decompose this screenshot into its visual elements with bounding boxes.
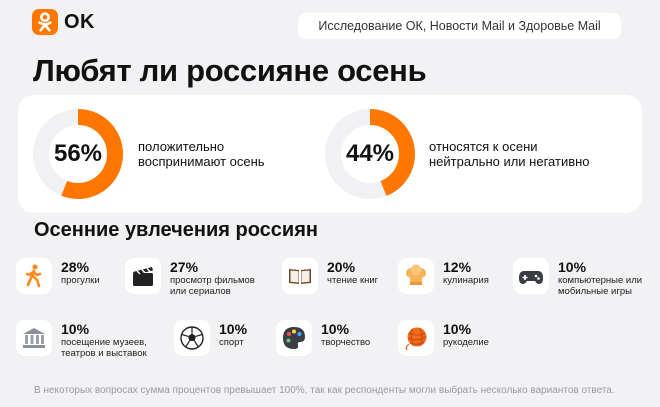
autumn-attitude-card: 56% положительно воспринимают осень 44% …	[18, 95, 642, 213]
page-title: Любят ли россияне осень	[33, 53, 427, 88]
hobby-label-line: посещение музеев,	[61, 337, 147, 348]
donut-neutral-label-line: нейтрально или негативно	[429, 154, 590, 169]
hobby-value: 10%	[61, 321, 90, 337]
hobby-value: 10%	[219, 321, 248, 337]
hobby-value: 27%	[170, 259, 199, 275]
source-badge: Исследование ОК, Новости Mail и Здоровье…	[298, 13, 621, 39]
hobby-item: 10% творчество	[276, 320, 370, 356]
hobby-label-line: или сериалов	[170, 286, 231, 297]
ok-logo-icon	[32, 9, 58, 35]
donut-neutral-value: 44%	[345, 140, 395, 167]
donut-neutral-label-line: относятся к осени	[429, 139, 538, 154]
donut-neutral-label: относятся к осени нейтрально или негатив…	[429, 139, 590, 169]
hobby-label-line: чтение книг	[327, 275, 379, 286]
donut-positive-label-line: положительно	[138, 139, 225, 154]
hobby-label: спорт	[219, 337, 247, 348]
hobby-item: 12% кулинария	[398, 258, 489, 294]
hobby-label-line: театров и выставок	[61, 348, 147, 359]
museum-icon	[16, 320, 52, 356]
hobby-label-line: кулинария	[443, 275, 489, 286]
hobby-value: 28%	[61, 259, 90, 275]
hobby-item: 20% чтение книг	[282, 258, 378, 294]
hobby-item: 10% спорт	[174, 320, 247, 356]
donut-positive-chart	[33, 109, 123, 199]
hobby-item: 10% посещение музеев, театров и выставок	[16, 320, 147, 359]
hobby-item: 27% просмотр фильмов или сериалов	[125, 258, 255, 297]
open-book-icon	[282, 258, 318, 294]
logo-text: OK	[64, 10, 95, 33]
hobby-label-line: спорт	[219, 337, 244, 348]
gamepad-icon	[513, 258, 549, 294]
hobby-label-line: прогулки	[61, 275, 100, 286]
hobby-label-line: просмотр фильмов	[170, 275, 255, 286]
donut-positive-label-line: воспринимают осень	[138, 154, 265, 169]
hobby-label: компьютерные или мобильные игры	[558, 275, 642, 297]
donut-positive: 56%	[32, 108, 124, 200]
ok-logo: OK	[32, 9, 95, 35]
hobby-label: рукоделие	[443, 337, 489, 348]
walking-person-icon	[16, 258, 52, 294]
chef-hat-icon	[398, 258, 434, 294]
hobby-label: прогулки	[61, 275, 100, 286]
hobby-label-line: рукоделие	[443, 337, 489, 348]
hobby-label: просмотр фильмов или сериалов	[170, 275, 255, 297]
hobby-item: 10% компьютерные или мобильные игры	[513, 258, 642, 297]
donut-positive-label: положительно воспринимают осень	[138, 139, 265, 169]
clapperboard-icon	[125, 258, 161, 294]
hobby-value: 20%	[327, 259, 356, 275]
hobbies-title: Осенние увлечения россиян	[34, 219, 318, 241]
donut-arc-positive	[33, 109, 123, 199]
hobby-value: 12%	[443, 259, 472, 275]
hobby-label: творчество	[321, 337, 370, 348]
hobby-item: 10% рукоделие	[398, 320, 489, 356]
hobby-label: посещение музеев, театров и выставок	[61, 337, 147, 359]
hobby-item: 28% прогулки	[16, 258, 100, 294]
footnote: В некоторых вопросах сумма процентов пре…	[34, 385, 615, 396]
hobby-value: 10%	[321, 321, 350, 337]
soccer-ball-icon	[174, 320, 210, 356]
hobby-label: чтение книг	[327, 275, 378, 286]
yarn-ball-icon	[398, 320, 434, 356]
hobby-label: кулинария	[443, 275, 489, 286]
donut-neutral-chart	[325, 109, 415, 199]
palette-icon	[276, 320, 312, 356]
donut-arc-neutral	[325, 109, 415, 199]
hobby-value: 10%	[443, 321, 472, 337]
donut-positive-value: 56%	[53, 140, 103, 167]
donut-neutral: 44%	[324, 108, 416, 200]
hobby-label-line: творчество	[321, 337, 371, 348]
hobby-label-line: компьютерные или	[558, 275, 643, 286]
hobby-label-line: мобильные игры	[558, 286, 632, 297]
hobby-value: 10%	[558, 259, 587, 275]
